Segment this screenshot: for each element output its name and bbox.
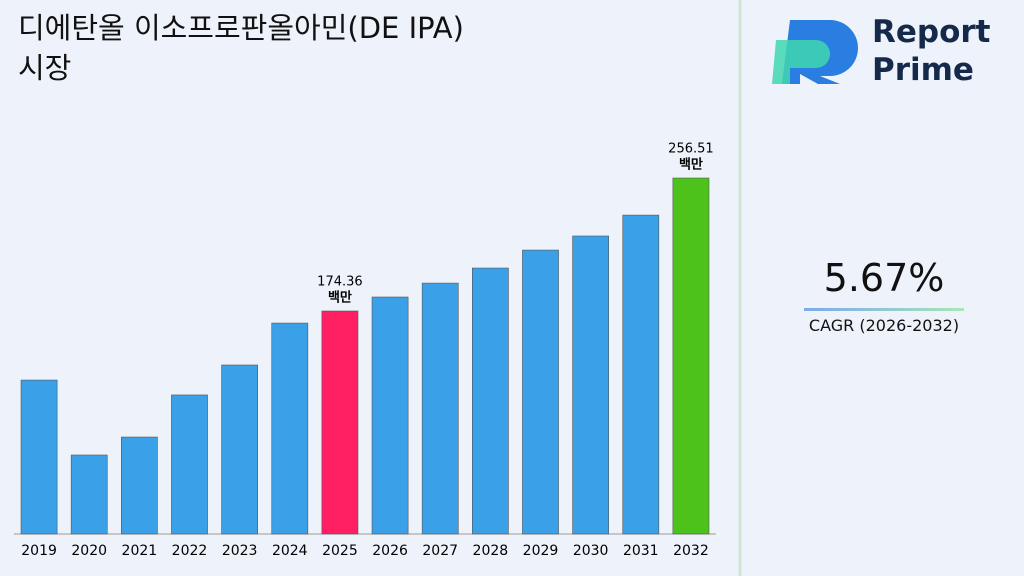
x-tick-label: 2028 [473,543,509,559]
bar [371,296,409,535]
x-tick-label: 2031 [623,543,659,559]
bar [472,267,509,535]
x-tick-label: 2030 [573,543,609,559]
x-tick-label: 2032 [673,543,709,559]
x-tick-label: 2019 [21,543,57,559]
brand: Prime [872,52,974,88]
bar [572,235,609,535]
x-tick-label: 2029 [523,543,559,559]
bar [421,282,459,535]
x-tick-label: 2027 [422,543,458,559]
bar [672,177,710,535]
value-unit: 백만 [328,290,352,306]
bar [221,364,258,535]
bar [321,310,359,535]
value-label: 174.36 [317,275,363,290]
bar [271,322,309,535]
underline [804,308,964,311]
brand: Report [872,14,991,50]
logo-icon [772,20,858,84]
bar [20,379,58,535]
value-unit: 백만 [679,157,703,173]
x-tick-label: 2026 [372,543,408,559]
bar [70,454,108,535]
cagr-label: CAGR (2026-2032) [808,316,960,335]
x-tick-label: 2023 [222,543,258,559]
x-tick-label: 2020 [71,543,107,559]
value-label: 256.51 [668,142,714,157]
bar [522,249,559,535]
bar [121,436,158,535]
cagr-value: 5.67% [823,256,945,300]
x-tick-label: 2021 [122,543,158,559]
bar [622,214,660,535]
x-tick-label: 2022 [172,543,208,559]
bar [171,394,208,535]
x-tick-label: 2024 [272,543,308,559]
x-tick-label: 2025 [322,543,358,559]
chart-title: 디에탄올 이소프로판올아민(DE IPA) 시장 [18,11,464,85]
